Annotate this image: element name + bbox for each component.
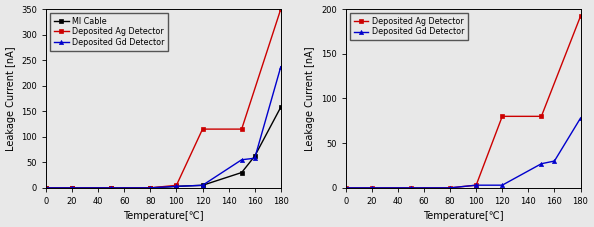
Deposited Gd Detector xyxy=(199,184,206,187)
Deposited Gd Detector xyxy=(473,184,480,187)
Deposited Gd Detector xyxy=(238,158,245,161)
X-axis label: Temperature[℃]: Temperature[℃] xyxy=(123,211,204,222)
Line: Deposited Gd Detector: Deposited Gd Detector xyxy=(344,116,583,190)
Deposited Gd Detector xyxy=(499,184,506,187)
Deposited Ag Detector xyxy=(42,187,49,189)
Line: Deposited Gd Detector: Deposited Gd Detector xyxy=(44,65,283,190)
Deposited Gd Detector xyxy=(538,162,545,165)
Deposited Ag Detector xyxy=(499,115,506,118)
MI Cable xyxy=(251,155,258,158)
MI Cable xyxy=(277,106,285,109)
Deposited Ag Detector xyxy=(108,187,115,189)
Deposited Gd Detector xyxy=(407,187,415,189)
Deposited Ag Detector xyxy=(342,187,349,189)
Y-axis label: Leakage Current [nA]: Leakage Current [nA] xyxy=(5,46,15,151)
Legend: Deposited Ag Detector, Deposited Gd Detector: Deposited Ag Detector, Deposited Gd Dete… xyxy=(350,13,468,40)
Y-axis label: Leakage Current [nA]: Leakage Current [nA] xyxy=(305,46,315,151)
Deposited Ag Detector xyxy=(538,115,545,118)
Deposited Ag Detector xyxy=(238,128,245,131)
MI Cable xyxy=(108,187,115,189)
Deposited Ag Detector xyxy=(277,8,285,10)
Deposited Ag Detector xyxy=(147,187,154,189)
Deposited Gd Detector xyxy=(447,187,454,189)
Deposited Gd Detector xyxy=(577,117,584,119)
MI Cable xyxy=(42,187,49,189)
MI Cable xyxy=(147,187,154,189)
Deposited Gd Detector xyxy=(277,65,285,68)
MI Cable xyxy=(199,184,206,187)
Deposited Ag Detector xyxy=(199,128,206,131)
Line: Deposited Ag Detector: Deposited Ag Detector xyxy=(344,14,583,190)
Deposited Ag Detector xyxy=(473,184,480,187)
Deposited Gd Detector xyxy=(68,187,75,189)
Deposited Gd Detector xyxy=(147,187,154,189)
MI Cable xyxy=(173,185,180,188)
Deposited Ag Detector xyxy=(368,187,375,189)
Deposited Ag Detector xyxy=(447,187,454,189)
Deposited Ag Detector xyxy=(173,184,180,187)
MI Cable xyxy=(238,171,245,174)
Deposited Gd Detector xyxy=(251,157,258,160)
X-axis label: Temperature[℃]: Temperature[℃] xyxy=(423,211,504,222)
Deposited Gd Detector xyxy=(342,187,349,189)
Deposited Gd Detector xyxy=(42,187,49,189)
Deposited Ag Detector xyxy=(577,15,584,17)
Deposited Gd Detector xyxy=(108,187,115,189)
Deposited Gd Detector xyxy=(551,160,558,162)
MI Cable xyxy=(68,187,75,189)
Deposited Gd Detector xyxy=(173,185,180,188)
Deposited Ag Detector xyxy=(68,187,75,189)
Deposited Gd Detector xyxy=(368,187,375,189)
Line: MI Cable: MI Cable xyxy=(44,105,283,190)
Legend: MI Cable, Deposited Ag Detector, Deposited Gd Detector: MI Cable, Deposited Ag Detector, Deposit… xyxy=(50,13,168,51)
Deposited Ag Detector xyxy=(407,187,415,189)
Line: Deposited Ag Detector: Deposited Ag Detector xyxy=(44,7,283,190)
